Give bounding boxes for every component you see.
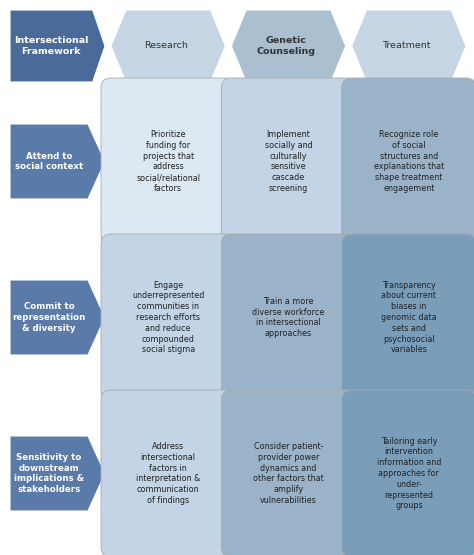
FancyBboxPatch shape — [221, 234, 356, 401]
Text: Tailoring early
intervention
information and
approaches for
under-
represented
g: Tailoring early intervention information… — [377, 437, 441, 510]
Text: Consider patient-
provider power
dynamics and
other factors that
amplify
vulnera: Consider patient- provider power dynamic… — [253, 442, 324, 505]
Text: Prioritize
funding for
projects that
address
social/relational
factors: Prioritize funding for projects that add… — [136, 130, 200, 193]
Text: Recognize role
of social
structures and
explanations that
shape treatment
engage: Recognize role of social structures and … — [374, 130, 444, 193]
FancyBboxPatch shape — [342, 390, 474, 555]
FancyBboxPatch shape — [342, 234, 474, 401]
Text: Train a more
diverse workforce
in intersectional
approaches: Train a more diverse workforce in inters… — [252, 297, 325, 338]
FancyBboxPatch shape — [101, 234, 235, 401]
Text: Engage
underrepresented
communities in
research efforts
and reduce
compounded
so: Engage underrepresented communities in r… — [132, 281, 204, 354]
FancyBboxPatch shape — [101, 78, 235, 245]
FancyBboxPatch shape — [221, 390, 356, 555]
Polygon shape — [10, 436, 105, 511]
Text: Implement
socially and
culturally
sensitive
cascade
screening: Implement socially and culturally sensit… — [264, 130, 312, 193]
Text: Address
intersectional
factors in
interpretation &
communication
of findings: Address intersectional factors in interp… — [136, 442, 201, 505]
Polygon shape — [10, 124, 105, 199]
Text: Commit to
representation
& diversity: Commit to representation & diversity — [12, 302, 86, 333]
Text: Treatment: Treatment — [383, 42, 431, 51]
Text: Sensitivity to
downstream
implications &
stakeholders: Sensitivity to downstream implications &… — [14, 453, 84, 494]
Text: Genetic
Counseling: Genetic Counseling — [257, 36, 316, 56]
Text: Intersectional
Framework: Intersectional Framework — [14, 36, 89, 56]
Polygon shape — [111, 10, 225, 82]
Text: Transparency
about current
biases in
genomic data
sets and
psychosocial
variable: Transparency about current biases in gen… — [381, 281, 437, 354]
Polygon shape — [231, 10, 346, 82]
Polygon shape — [352, 10, 466, 82]
Text: Attend to
social context: Attend to social context — [15, 152, 83, 171]
Text: Research: Research — [144, 42, 188, 51]
Polygon shape — [10, 280, 105, 355]
FancyBboxPatch shape — [221, 78, 356, 245]
Polygon shape — [10, 10, 105, 82]
FancyBboxPatch shape — [101, 390, 235, 555]
FancyBboxPatch shape — [342, 78, 474, 245]
